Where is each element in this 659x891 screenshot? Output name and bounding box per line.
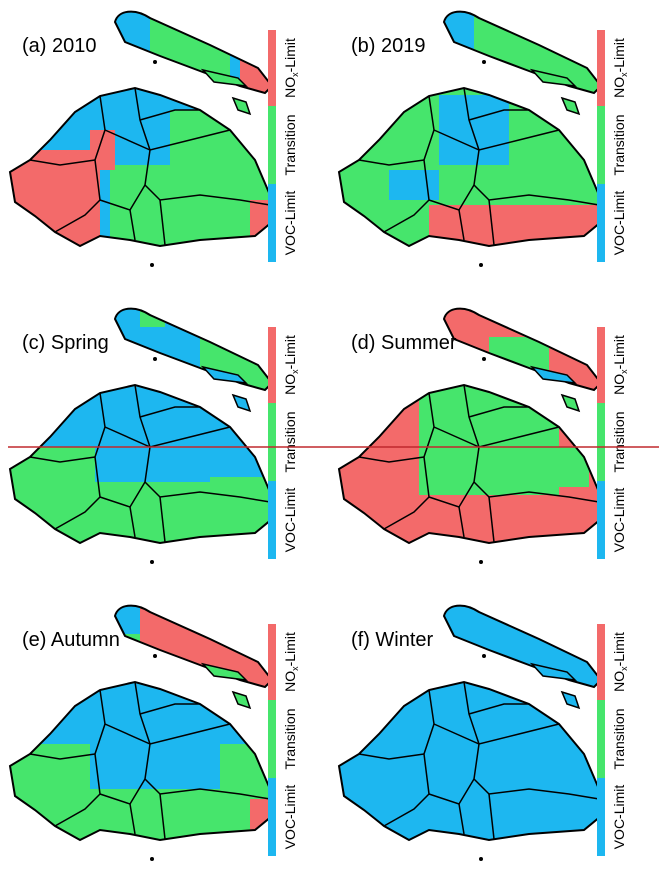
legend-swatch — [597, 403, 605, 481]
legend-label: Transition — [282, 709, 298, 770]
legend-swatch — [597, 106, 605, 184]
legend-swatch — [597, 624, 605, 700]
map-panel: (a) 2010 NOx-Limit Transition VOC-Limit — [0, 0, 300, 300]
legend-label-part: -Limit — [282, 38, 298, 72]
panel-label: (f) Winter — [351, 629, 434, 651]
legend-label-part: -Limit — [611, 335, 627, 369]
region — [429, 0, 474, 100]
legend-label: Transition — [282, 412, 298, 473]
dot — [150, 857, 154, 861]
dot — [479, 857, 483, 861]
legend-swatch — [597, 327, 605, 403]
legend-label-part: NO — [611, 374, 627, 395]
legend-swatch — [597, 30, 605, 106]
legend-swatch — [268, 624, 276, 700]
region — [110, 165, 190, 245]
legend-label-part: -Limit — [611, 632, 627, 666]
map-panel: (b) 2019 NOx-Limit Transition VOC-Limit — [329, 0, 629, 300]
legend-swatch — [268, 327, 276, 403]
dot — [482, 357, 486, 361]
small-island — [233, 692, 250, 708]
small-island — [562, 692, 579, 708]
legend-label: Transition — [282, 115, 298, 176]
small-island — [233, 98, 250, 114]
region — [419, 385, 559, 495]
map-panel: (f) Winter NOx-Limit Transition VOC-Limit — [329, 594, 629, 891]
legend-label-part: NO — [611, 77, 627, 98]
region — [389, 170, 439, 200]
legend-label: VOC-Limit — [611, 488, 627, 553]
legend-swatch — [597, 184, 605, 262]
legend-swatch — [597, 481, 605, 559]
panel-label: (a) 2010 — [22, 35, 97, 57]
legend-label: Transition — [611, 709, 627, 770]
legend-swatch — [268, 700, 276, 778]
dot — [150, 560, 154, 564]
legend-label: VOC-Limit — [611, 785, 627, 850]
legend-label-part: -Limit — [282, 632, 298, 666]
small-island — [562, 98, 579, 114]
small-island — [233, 395, 250, 411]
dot — [150, 263, 154, 267]
region — [0, 744, 90, 804]
region — [439, 95, 509, 165]
small-island — [562, 395, 579, 411]
legend-label: VOC-Limit — [611, 191, 627, 256]
legend-label: Transition — [611, 412, 627, 473]
legend-label: NOx-Limit — [282, 38, 300, 98]
dot — [482, 60, 486, 64]
map-panel: (e) Autumn NOx-Limit Transition VOC-Limit — [0, 594, 300, 891]
legend-swatch — [268, 30, 276, 106]
legend-swatch — [597, 700, 605, 778]
dot — [479, 560, 483, 564]
legend-label: NOx-Limit — [282, 632, 300, 692]
region — [150, 0, 230, 100]
legend-label: NOx-Limit — [282, 335, 300, 395]
legend-label-part: -Limit — [282, 335, 298, 369]
dot — [153, 357, 157, 361]
legend-swatch — [268, 778, 276, 856]
legend-swatch — [268, 184, 276, 262]
legend-label: VOC-Limit — [282, 488, 298, 553]
dot — [479, 263, 483, 267]
legend-label-part: NO — [282, 77, 298, 98]
legend-swatch — [597, 778, 605, 856]
panel-label: (b) 2019 — [351, 35, 426, 57]
legend-label: NOx-Limit — [611, 632, 629, 692]
map-panel: (c) Spring NOx-Limit Transition VOC-Limit — [0, 297, 300, 602]
dot — [482, 654, 486, 658]
panel-label: (d) Summer — [351, 332, 457, 354]
legend-label-part: NO — [611, 671, 627, 692]
region — [110, 594, 140, 634]
legend-label: Transition — [611, 115, 627, 176]
legend-label: VOC-Limit — [282, 191, 298, 256]
dot — [153, 654, 157, 658]
dot — [153, 60, 157, 64]
panel-label: (e) Autumn — [22, 629, 120, 651]
legend-label-part: -Limit — [611, 38, 627, 72]
legend-label: NOx-Limit — [611, 38, 629, 98]
region — [429, 205, 604, 265]
legend-label-part: NO — [282, 671, 298, 692]
figure: (a) 2010NOx-LimitTransitionVOC-Limit(b) … — [0, 0, 659, 891]
legend-label: VOC-Limit — [282, 785, 298, 850]
legend-swatch — [268, 106, 276, 184]
legend-label: NOx-Limit — [611, 335, 629, 395]
legend-label-part: NO — [282, 374, 298, 395]
legend-swatch — [268, 481, 276, 559]
legend-swatch — [268, 403, 276, 481]
panel-label: (c) Spring — [22, 332, 109, 354]
region — [559, 447, 589, 487]
